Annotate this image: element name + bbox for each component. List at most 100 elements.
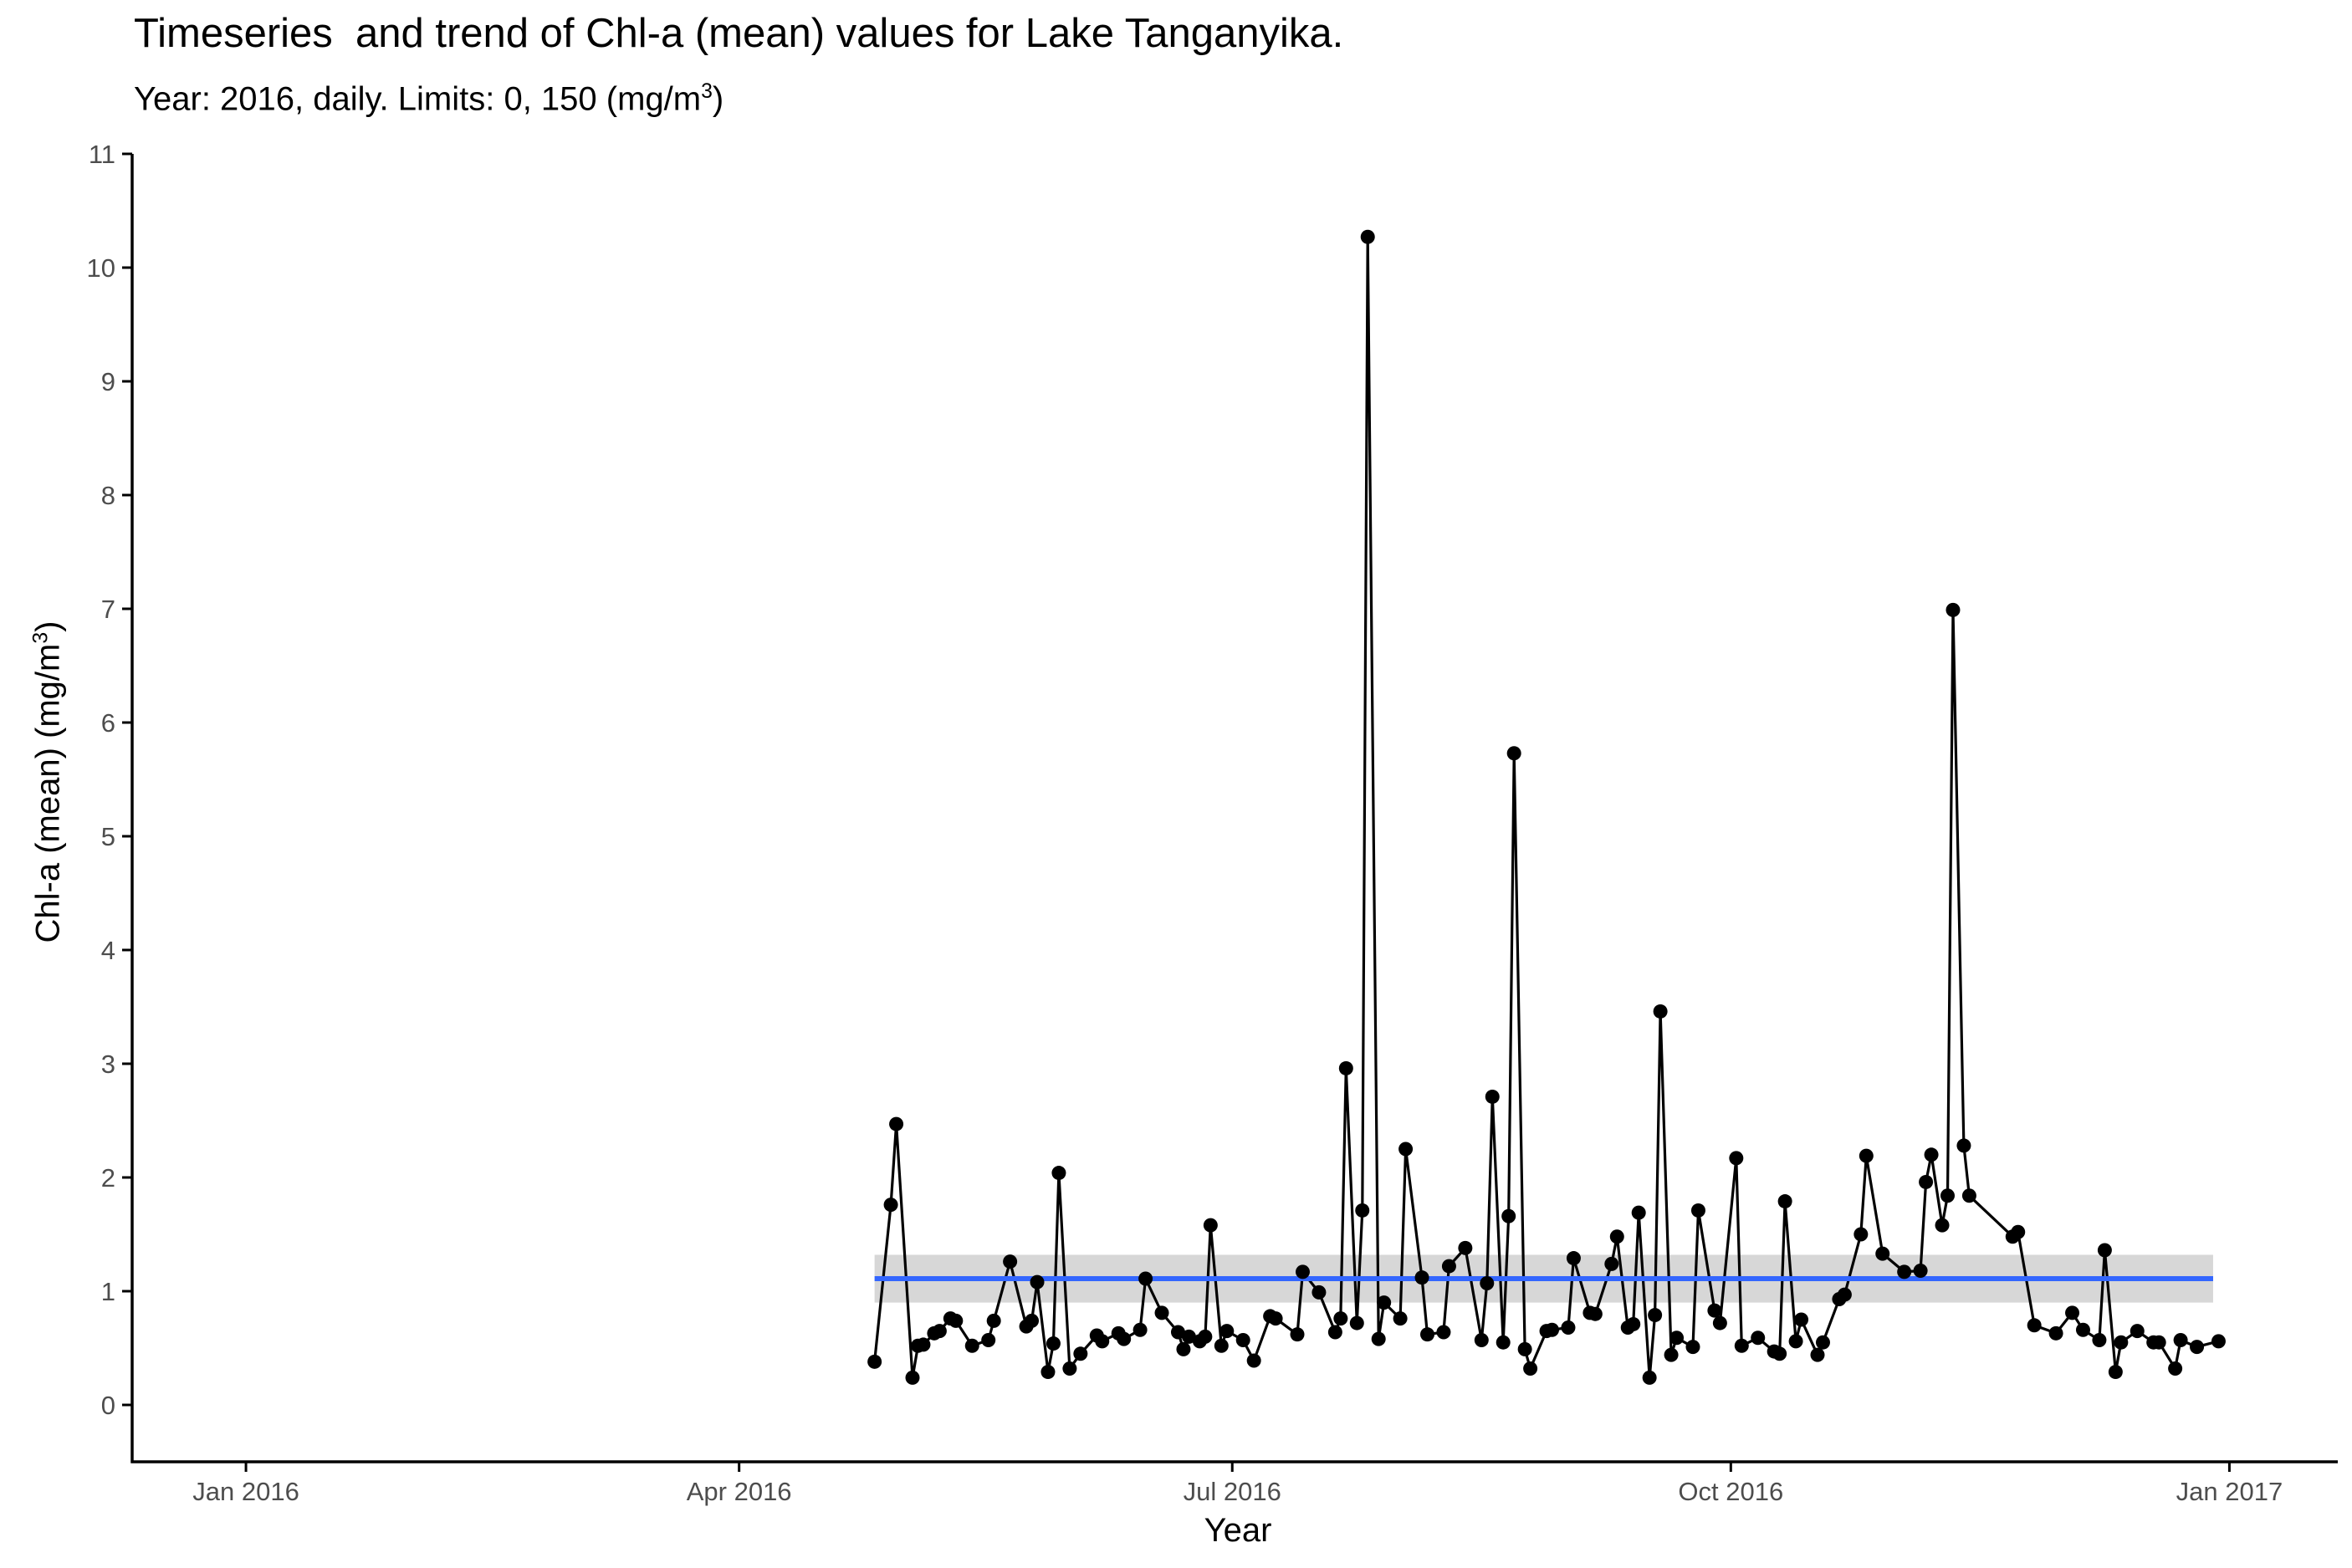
data-point	[1588, 1306, 1603, 1321]
data-point	[948, 1313, 964, 1328]
data-point	[1311, 1285, 1327, 1300]
data-point	[1794, 1312, 1809, 1327]
data-point	[1751, 1331, 1766, 1346]
data-point	[2190, 1340, 2205, 1355]
data-point	[2114, 1335, 2129, 1350]
data-point	[1859, 1148, 1874, 1163]
data-point	[1545, 1322, 1560, 1337]
data-point	[1246, 1353, 1261, 1368]
data-point	[1154, 1305, 1169, 1320]
x-tick-label: Apr 2016	[687, 1477, 792, 1506]
data-point	[1609, 1229, 1624, 1244]
data-point	[1496, 1335, 1511, 1350]
data-point	[1181, 1329, 1196, 1344]
data-point	[1360, 229, 1375, 244]
y-tick-label: 0	[101, 1391, 115, 1420]
data-point	[1875, 1246, 1890, 1261]
data-point	[1414, 1270, 1429, 1285]
subtitle-close: )	[712, 80, 724, 118]
axes-layer: 0 1 2 3 4 5 6 7 8 9 10 11 Jan 2016 Apr 2016 Jul 2016 Oc…	[87, 140, 2338, 1506]
data-point	[2211, 1334, 2226, 1349]
subtitle-superscript: 3	[701, 80, 713, 103]
data-point	[1355, 1203, 1370, 1218]
data-point	[1946, 602, 1961, 617]
data-point	[1788, 1334, 1803, 1349]
data-point	[1133, 1322, 1148, 1337]
data-point	[2027, 1318, 2042, 1333]
data-point	[1648, 1308, 1663, 1323]
data-point	[1051, 1166, 1066, 1181]
data-point	[2151, 1335, 2166, 1350]
data-point	[1338, 1060, 1353, 1075]
y-tick-label: 7	[101, 595, 115, 624]
data-point	[981, 1332, 996, 1347]
data-point	[889, 1116, 904, 1131]
x-tick-label: Jan 2017	[2176, 1477, 2283, 1506]
data-point	[1501, 1208, 1516, 1223]
data-point	[1523, 1361, 1538, 1376]
data-point	[2168, 1361, 2183, 1376]
data-point	[1853, 1227, 1869, 1242]
data-point	[1327, 1325, 1342, 1340]
data-point	[1138, 1271, 1153, 1286]
data-point	[1664, 1347, 1679, 1362]
data-points-layer	[867, 229, 2226, 1385]
data-point	[2075, 1322, 2090, 1337]
data-point	[1772, 1346, 1787, 1361]
x-tick-label: Jul 2016	[1184, 1477, 1281, 1506]
data-point	[1924, 1147, 1939, 1162]
data-point	[1485, 1089, 1500, 1104]
data-point	[1214, 1338, 1229, 1353]
data-point	[1371, 1331, 1386, 1346]
data-point	[1046, 1336, 1061, 1351]
y-tick-label: 2	[101, 1163, 115, 1193]
data-point	[2108, 1365, 2123, 1380]
y-tick-label: 11	[89, 140, 115, 169]
data-point	[1707, 1303, 1722, 1318]
data-point	[1398, 1142, 1414, 1157]
data-point	[1919, 1174, 1934, 1189]
data-point	[1025, 1313, 1040, 1328]
data-point	[1561, 1320, 1576, 1336]
data-point	[905, 1370, 920, 1385]
data-point	[1690, 1203, 1705, 1218]
data-point	[1436, 1325, 1451, 1340]
series-line-layer	[873, 235, 2219, 1380]
data-point	[1393, 1311, 1408, 1326]
data-point	[1712, 1315, 1727, 1331]
data-point	[1458, 1240, 1473, 1255]
data-point	[1003, 1254, 1018, 1269]
data-point	[2092, 1332, 2107, 1347]
y-tick-label: 4	[101, 936, 115, 965]
x-tick-label: Oct 2016	[1678, 1477, 1783, 1506]
data-point	[964, 1338, 979, 1353]
subtitle-text: Year: 2016, daily. Limits: 0, 150 (mg/m	[134, 80, 702, 118]
data-point	[1734, 1338, 1749, 1353]
data-point	[1420, 1327, 1435, 1342]
data-point	[1685, 1340, 1700, 1355]
data-point	[1170, 1325, 1185, 1340]
data-point	[1290, 1327, 1305, 1342]
data-point	[2173, 1332, 2188, 1347]
data-point	[1729, 1151, 1744, 1166]
data-point	[986, 1313, 1001, 1328]
data-point	[1030, 1274, 1045, 1290]
y-tick-label: 6	[101, 708, 115, 738]
data-point	[1474, 1332, 1489, 1347]
data-point	[1837, 1287, 1852, 1302]
y-tick-label: 9	[101, 367, 115, 396]
data-point	[2011, 1224, 2026, 1239]
data-point	[1810, 1347, 1825, 1362]
data-point	[1815, 1335, 1830, 1350]
data-point	[2130, 1324, 2145, 1339]
data-point	[1506, 746, 1521, 761]
data-point	[1777, 1194, 1792, 1209]
data-point	[1517, 1341, 1532, 1356]
data-point	[1377, 1295, 1392, 1310]
y-tick-label: 8	[101, 481, 115, 510]
data-point	[1295, 1264, 1310, 1279]
data-point	[2065, 1305, 2080, 1320]
series-line-0	[873, 235, 2219, 1380]
data-point	[1198, 1329, 1213, 1344]
